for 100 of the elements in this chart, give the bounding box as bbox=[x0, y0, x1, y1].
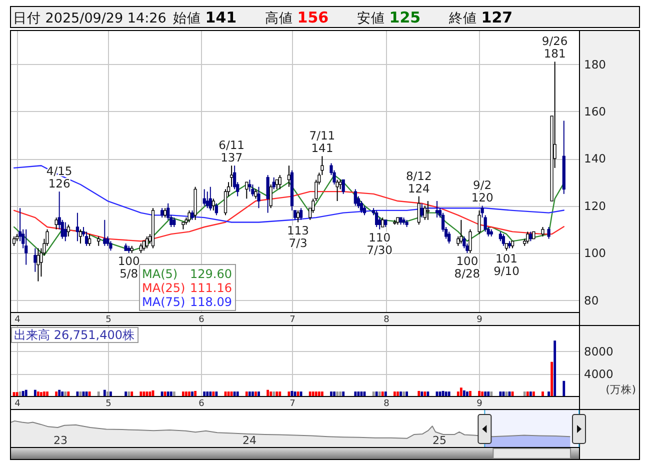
candlestick bbox=[251, 184, 254, 197]
bar bbox=[270, 392, 272, 396]
candlestick bbox=[54, 217, 58, 230]
y-tick-label: 180 bbox=[584, 57, 606, 72]
series-label: MA(5) 129.60 bbox=[142, 267, 232, 281]
candlestick bbox=[362, 205, 366, 216]
bar bbox=[478, 390, 481, 396]
chart-title: 日付 2025/09/29 14:26 bbox=[13, 10, 166, 26]
bar bbox=[55, 392, 58, 396]
bar bbox=[456, 392, 460, 396]
bar bbox=[490, 392, 493, 396]
x-tick-label: 9 bbox=[476, 315, 483, 325]
bar bbox=[106, 392, 109, 396]
candlestick bbox=[160, 208, 164, 218]
annotation: 101 9/10 bbox=[494, 252, 520, 278]
candlestick bbox=[375, 210, 378, 228]
x-tick-label: 7 bbox=[290, 399, 296, 409]
candlestick bbox=[342, 179, 345, 194]
bar bbox=[487, 392, 490, 396]
x-tick-label: 4 bbox=[14, 399, 21, 409]
bar bbox=[124, 392, 128, 396]
bar bbox=[426, 392, 430, 396]
bar bbox=[140, 392, 142, 396]
bar bbox=[166, 392, 170, 396]
candlestick bbox=[214, 202, 218, 216]
bar bbox=[233, 392, 236, 396]
x-tick-label: 8 bbox=[384, 399, 390, 409]
bar bbox=[254, 392, 257, 396]
bar bbox=[67, 392, 70, 396]
bar bbox=[34, 390, 36, 396]
bar bbox=[146, 392, 148, 396]
bar bbox=[330, 392, 332, 396]
bar bbox=[230, 392, 233, 396]
bar bbox=[542, 392, 544, 396]
bar bbox=[18, 392, 22, 396]
bar bbox=[258, 392, 260, 396]
bar bbox=[523, 392, 526, 396]
candlestick bbox=[64, 222, 67, 242]
annotation: 100 5/8 bbox=[118, 254, 140, 280]
y-tick-label: 120 bbox=[584, 198, 606, 213]
candlestick bbox=[34, 248, 37, 272]
line-series bbox=[13, 165, 564, 223]
candlestick bbox=[78, 228, 82, 244]
bar bbox=[532, 392, 535, 396]
bar bbox=[172, 392, 176, 396]
bar bbox=[442, 390, 444, 396]
bar bbox=[24, 390, 28, 396]
candlestick bbox=[435, 200, 439, 218]
candlestick bbox=[529, 231, 532, 242]
bar bbox=[160, 392, 164, 396]
text: 安値 125 bbox=[357, 8, 421, 26]
candlestick bbox=[188, 210, 191, 223]
annotation: 113 7/3 bbox=[287, 223, 309, 250]
bar bbox=[278, 392, 282, 396]
bar bbox=[372, 392, 375, 396]
candlestick bbox=[426, 200, 430, 220]
candlestick bbox=[462, 236, 466, 249]
bar bbox=[206, 392, 209, 396]
bar bbox=[182, 392, 184, 396]
x-tick-label: 6 bbox=[198, 399, 205, 409]
candlestick bbox=[172, 217, 176, 228]
y-tick-label: 8000 bbox=[584, 344, 614, 358]
candlestick bbox=[417, 196, 420, 226]
bar bbox=[46, 392, 48, 396]
bar bbox=[209, 392, 212, 396]
candlestick bbox=[502, 234, 506, 246]
bar bbox=[342, 392, 345, 396]
bar bbox=[312, 392, 314, 396]
annotation: 110 7/30 bbox=[366, 230, 393, 257]
text: 始値 141 bbox=[173, 8, 237, 26]
bar bbox=[185, 392, 188, 396]
bar bbox=[36, 392, 40, 396]
candlestick bbox=[36, 248, 40, 282]
x-tick-label: 5 bbox=[106, 399, 112, 409]
bar bbox=[88, 392, 91, 396]
x-tick-label: 7 bbox=[290, 315, 296, 325]
x-tick-label: 23 bbox=[54, 434, 68, 447]
candlestick bbox=[142, 240, 146, 252]
candlestick bbox=[272, 176, 276, 190]
bar bbox=[462, 390, 466, 396]
bar bbox=[339, 392, 342, 396]
bar bbox=[109, 392, 112, 396]
bar bbox=[128, 392, 130, 396]
candlestick bbox=[381, 217, 384, 228]
bar bbox=[248, 392, 251, 396]
candlestick bbox=[164, 208, 167, 218]
bar bbox=[251, 392, 254, 396]
candlestick bbox=[275, 179, 278, 190]
bar bbox=[418, 390, 420, 396]
bar bbox=[381, 392, 384, 396]
candlestick bbox=[208, 186, 212, 211]
bar bbox=[393, 392, 396, 396]
bar bbox=[64, 392, 67, 396]
candlestick bbox=[202, 188, 206, 206]
candlestick bbox=[266, 174, 270, 214]
candlestick bbox=[190, 210, 194, 220]
x-tick-label: 8 bbox=[384, 315, 390, 325]
candlestick bbox=[541, 226, 544, 237]
bar bbox=[529, 392, 532, 396]
bar bbox=[378, 392, 381, 396]
